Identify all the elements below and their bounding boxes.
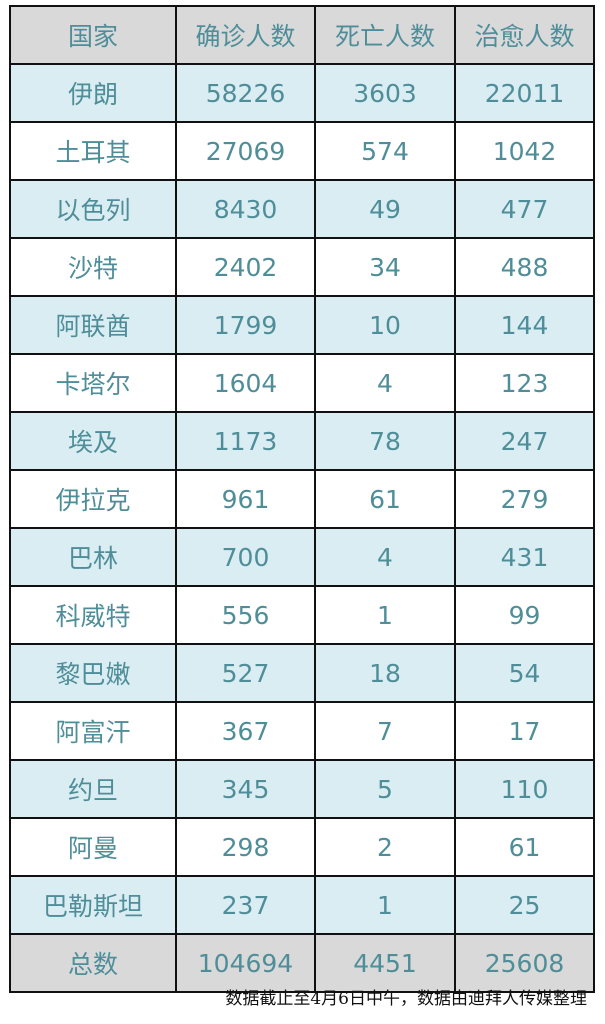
recovered-cell: 431 (454, 527, 595, 587)
deaths-cell: 4 (314, 353, 456, 413)
deaths-cell: 574 (314, 121, 456, 181)
country-cell: 伊朗 (9, 63, 177, 123)
recovered-cell: 247 (454, 411, 595, 471)
confirmed-cell: 961 (175, 469, 316, 529)
deaths-cell: 78 (314, 411, 456, 471)
country-cell: 巴勒斯坦 (9, 875, 177, 935)
confirmed-cell: 345 (175, 759, 316, 819)
confirmed-cell: 58226 (175, 63, 316, 123)
deaths-cell: 1 (314, 585, 456, 645)
recovered-cell: 22011 (454, 63, 595, 123)
country-cell: 沙特 (9, 237, 177, 297)
confirmed-cell: 556 (175, 585, 316, 645)
table-row: 阿曼 298 2 61 (9, 817, 595, 877)
total-confirmed-cell: 104694 (175, 933, 316, 993)
confirmed-cell: 27069 (175, 121, 316, 181)
table-row: 科威特 556 1 99 (9, 585, 595, 645)
recovered-cell: 1042 (454, 121, 595, 181)
deaths-cell: 1 (314, 875, 456, 935)
confirmed-cell: 298 (175, 817, 316, 877)
table-row: 约旦 345 5 110 (9, 759, 595, 819)
recovered-cell: 123 (454, 353, 595, 413)
total-country-cell: 总数 (9, 933, 177, 993)
table-row: 巴勒斯坦 237 1 25 (9, 875, 595, 935)
table-row: 沙特 2402 34 488 (9, 237, 595, 297)
country-cell: 埃及 (9, 411, 177, 471)
table-row: 伊朗 58226 3603 22011 (9, 63, 595, 123)
country-cell: 阿曼 (9, 817, 177, 877)
recovered-cell: 61 (454, 817, 595, 877)
confirmed-cell: 8430 (175, 179, 316, 239)
total-row: 总数 104694 4451 25608 (9, 933, 595, 993)
header-row: 国家 确诊人数 死亡人数 治愈人数 (9, 5, 595, 65)
deaths-cell: 18 (314, 643, 456, 703)
recovered-cell: 25 (454, 875, 595, 935)
table-row: 伊拉克 961 61 279 (9, 469, 595, 529)
country-cell: 黎巴嫩 (9, 643, 177, 703)
confirmed-cell: 1173 (175, 411, 316, 471)
covid-stats-table: 国家 确诊人数 死亡人数 治愈人数 伊朗 58226 3603 22011 土耳其 270… (9, 5, 595, 993)
recovered-cell: 99 (454, 585, 595, 645)
recovered-cell: 488 (454, 237, 595, 297)
table-row: 阿联酋 1799 10 144 (9, 295, 595, 355)
table-row: 阿富汗 367 7 17 (9, 701, 595, 761)
header-country: 国家 (9, 5, 177, 65)
header-recovered: 治愈人数 (454, 5, 595, 65)
country-cell: 阿富汗 (9, 701, 177, 761)
total-deaths-cell: 4451 (314, 933, 456, 993)
confirmed-cell: 1799 (175, 295, 316, 355)
country-cell: 巴林 (9, 527, 177, 587)
header-deaths: 死亡人数 (314, 5, 456, 65)
recovered-cell: 144 (454, 295, 595, 355)
country-cell: 土耳其 (9, 121, 177, 181)
deaths-cell: 10 (314, 295, 456, 355)
confirmed-cell: 527 (175, 643, 316, 703)
header-confirmed: 确诊人数 (175, 5, 316, 65)
confirmed-cell: 1604 (175, 353, 316, 413)
recovered-cell: 279 (454, 469, 595, 529)
confirmed-cell: 700 (175, 527, 316, 587)
confirmed-cell: 2402 (175, 237, 316, 297)
deaths-cell: 49 (314, 179, 456, 239)
table-row: 巴林 700 4 431 (9, 527, 595, 587)
table-row: 黎巴嫩 527 18 54 (9, 643, 595, 703)
total-recovered-cell: 25608 (454, 933, 595, 993)
deaths-cell: 5 (314, 759, 456, 819)
source-note: 数据截止至4月6日中午，数据由迪拜人传媒整理 (225, 989, 587, 1009)
country-cell: 阿联酋 (9, 295, 177, 355)
deaths-cell: 34 (314, 237, 456, 297)
table-row: 埃及 1173 78 247 (9, 411, 595, 471)
table-row: 土耳其 27069 574 1042 (9, 121, 595, 181)
recovered-cell: 54 (454, 643, 595, 703)
deaths-cell: 61 (314, 469, 456, 529)
country-cell: 伊拉克 (9, 469, 177, 529)
country-cell: 科威特 (9, 585, 177, 645)
country-cell: 卡塔尔 (9, 353, 177, 413)
recovered-cell: 17 (454, 701, 595, 761)
recovered-cell: 110 (454, 759, 595, 819)
deaths-cell: 7 (314, 701, 456, 761)
deaths-cell: 2 (314, 817, 456, 877)
recovered-cell: 477 (454, 179, 595, 239)
country-cell: 以色列 (9, 179, 177, 239)
confirmed-cell: 367 (175, 701, 316, 761)
deaths-cell: 4 (314, 527, 456, 587)
country-cell: 约旦 (9, 759, 177, 819)
table-row: 以色列 8430 49 477 (9, 179, 595, 239)
confirmed-cell: 237 (175, 875, 316, 935)
table-row: 卡塔尔 1604 4 123 (9, 353, 595, 413)
deaths-cell: 3603 (314, 63, 456, 123)
